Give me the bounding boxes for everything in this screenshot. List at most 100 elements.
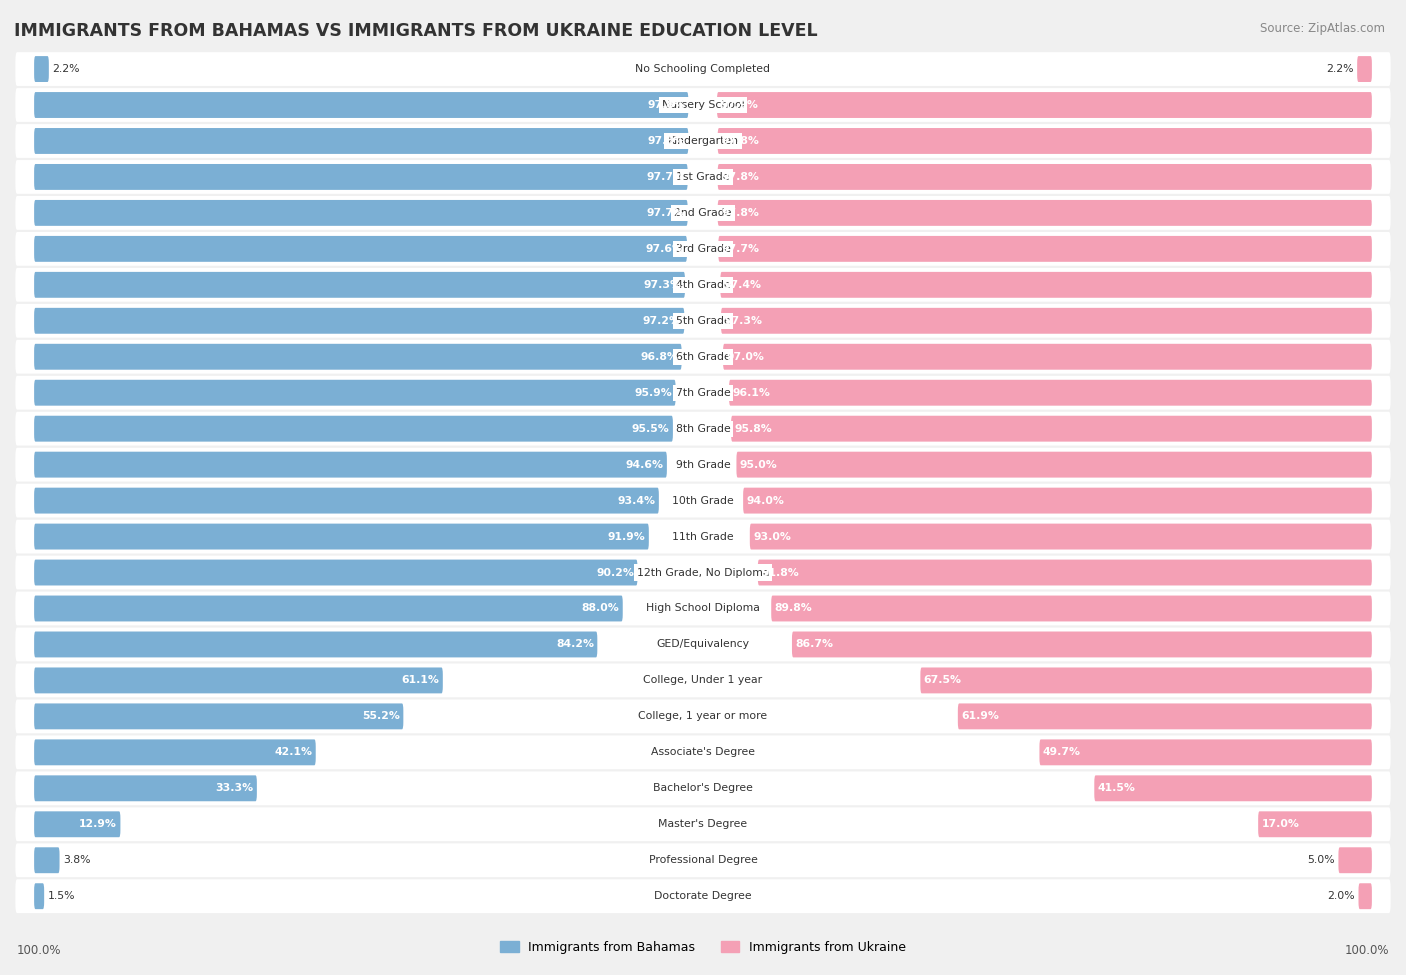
Text: 10th Grade: 10th Grade — [672, 495, 734, 506]
FancyBboxPatch shape — [34, 668, 443, 693]
Text: 97.6%: 97.6% — [645, 244, 683, 254]
Text: 1.5%: 1.5% — [48, 891, 75, 901]
FancyBboxPatch shape — [34, 703, 404, 729]
FancyBboxPatch shape — [717, 128, 1372, 154]
Text: 97.9%: 97.9% — [720, 100, 758, 110]
Text: College, 1 year or more: College, 1 year or more — [638, 712, 768, 722]
Text: 2.2%: 2.2% — [52, 64, 80, 74]
Text: 5th Grade: 5th Grade — [676, 316, 730, 326]
FancyBboxPatch shape — [34, 451, 666, 478]
Text: 1st Grade: 1st Grade — [676, 172, 730, 182]
FancyBboxPatch shape — [15, 699, 1391, 733]
FancyBboxPatch shape — [34, 488, 659, 514]
FancyBboxPatch shape — [15, 304, 1391, 337]
Text: 95.5%: 95.5% — [631, 424, 669, 434]
FancyBboxPatch shape — [34, 236, 688, 262]
FancyBboxPatch shape — [15, 340, 1391, 373]
Text: Source: ZipAtlas.com: Source: ZipAtlas.com — [1260, 22, 1385, 35]
FancyBboxPatch shape — [34, 560, 637, 585]
FancyBboxPatch shape — [15, 735, 1391, 769]
FancyBboxPatch shape — [34, 775, 257, 801]
FancyBboxPatch shape — [34, 57, 49, 82]
Text: Nursery School: Nursery School — [662, 100, 744, 110]
FancyBboxPatch shape — [15, 375, 1391, 410]
Text: 3rd Grade: 3rd Grade — [675, 244, 731, 254]
FancyBboxPatch shape — [723, 344, 1372, 370]
Text: 17.0%: 17.0% — [1261, 819, 1299, 830]
FancyBboxPatch shape — [34, 415, 673, 442]
FancyBboxPatch shape — [1039, 739, 1372, 765]
FancyBboxPatch shape — [34, 847, 59, 874]
FancyBboxPatch shape — [34, 344, 682, 370]
Text: 97.0%: 97.0% — [727, 352, 765, 362]
FancyBboxPatch shape — [15, 879, 1391, 914]
FancyBboxPatch shape — [34, 92, 689, 118]
Text: No Schooling Completed: No Schooling Completed — [636, 64, 770, 74]
Text: Doctorate Degree: Doctorate Degree — [654, 891, 752, 901]
FancyBboxPatch shape — [34, 308, 685, 333]
FancyBboxPatch shape — [15, 664, 1391, 697]
FancyBboxPatch shape — [15, 628, 1391, 661]
Text: GED/Equivalency: GED/Equivalency — [657, 640, 749, 649]
Text: 2nd Grade: 2nd Grade — [675, 208, 731, 217]
FancyBboxPatch shape — [34, 739, 316, 765]
FancyBboxPatch shape — [744, 488, 1372, 514]
FancyBboxPatch shape — [1339, 847, 1372, 874]
FancyBboxPatch shape — [1357, 57, 1372, 82]
Text: 61.9%: 61.9% — [962, 712, 1000, 722]
FancyBboxPatch shape — [15, 520, 1391, 554]
Text: 33.3%: 33.3% — [215, 783, 253, 794]
FancyBboxPatch shape — [15, 771, 1391, 805]
Text: 94.6%: 94.6% — [626, 459, 664, 470]
Text: 88.0%: 88.0% — [582, 604, 620, 613]
Text: 3.8%: 3.8% — [63, 855, 90, 865]
FancyBboxPatch shape — [921, 668, 1372, 693]
FancyBboxPatch shape — [792, 632, 1372, 657]
Text: 97.7%: 97.7% — [647, 208, 685, 217]
Text: High School Diploma: High School Diploma — [647, 604, 759, 613]
FancyBboxPatch shape — [721, 308, 1372, 333]
Text: 94.0%: 94.0% — [747, 495, 785, 506]
Text: 97.3%: 97.3% — [724, 316, 762, 326]
FancyBboxPatch shape — [717, 92, 1372, 118]
FancyBboxPatch shape — [34, 272, 685, 297]
FancyBboxPatch shape — [15, 232, 1391, 266]
Text: 96.1%: 96.1% — [733, 388, 770, 398]
Text: 100.0%: 100.0% — [17, 945, 62, 957]
Text: 8th Grade: 8th Grade — [676, 424, 730, 434]
FancyBboxPatch shape — [717, 200, 1372, 226]
FancyBboxPatch shape — [718, 236, 1372, 262]
Text: 91.9%: 91.9% — [607, 531, 645, 541]
Text: 97.8%: 97.8% — [721, 172, 759, 182]
Text: 12th Grade, No Diploma: 12th Grade, No Diploma — [637, 567, 769, 577]
FancyBboxPatch shape — [34, 380, 675, 406]
FancyBboxPatch shape — [34, 128, 689, 154]
Text: 93.0%: 93.0% — [754, 531, 792, 541]
FancyBboxPatch shape — [1094, 775, 1372, 801]
FancyBboxPatch shape — [737, 451, 1372, 478]
FancyBboxPatch shape — [717, 164, 1372, 190]
FancyBboxPatch shape — [772, 596, 1372, 621]
FancyBboxPatch shape — [758, 560, 1372, 585]
Text: 2.0%: 2.0% — [1327, 891, 1355, 901]
FancyBboxPatch shape — [15, 160, 1391, 194]
FancyBboxPatch shape — [15, 88, 1391, 122]
FancyBboxPatch shape — [15, 52, 1391, 86]
Text: 4th Grade: 4th Grade — [676, 280, 730, 290]
Text: 67.5%: 67.5% — [924, 676, 962, 685]
Text: Associate's Degree: Associate's Degree — [651, 748, 755, 758]
Text: Master's Degree: Master's Degree — [658, 819, 748, 830]
Text: 97.8%: 97.8% — [647, 136, 685, 146]
FancyBboxPatch shape — [15, 807, 1391, 841]
Text: 89.8%: 89.8% — [775, 604, 813, 613]
Text: 97.8%: 97.8% — [721, 208, 759, 217]
Text: 90.2%: 90.2% — [596, 567, 634, 577]
FancyBboxPatch shape — [15, 843, 1391, 878]
FancyBboxPatch shape — [1258, 811, 1372, 838]
Text: 7th Grade: 7th Grade — [676, 388, 730, 398]
Text: 84.2%: 84.2% — [555, 640, 593, 649]
Text: 6th Grade: 6th Grade — [676, 352, 730, 362]
Text: 41.5%: 41.5% — [1098, 783, 1136, 794]
Text: 100.0%: 100.0% — [1344, 945, 1389, 957]
Text: 49.7%: 49.7% — [1043, 748, 1081, 758]
